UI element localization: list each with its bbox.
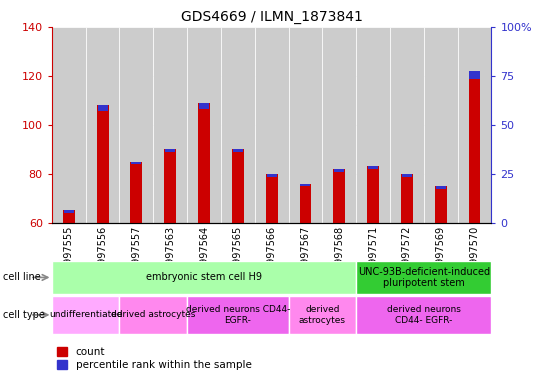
Bar — [458, 27, 491, 223]
Bar — [401, 174, 413, 223]
Bar — [436, 186, 446, 189]
Bar — [198, 103, 210, 223]
Bar — [120, 296, 187, 334]
Bar — [322, 27, 356, 223]
Text: cell type: cell type — [3, 310, 45, 320]
Title: GDS4669 / ILMN_1873841: GDS4669 / ILMN_1873841 — [181, 10, 363, 25]
Bar — [63, 210, 75, 223]
Bar — [187, 27, 221, 223]
Bar — [300, 184, 311, 187]
Text: UNC-93B-deficient-induced
pluripotent stem: UNC-93B-deficient-induced pluripotent st… — [358, 266, 490, 288]
Bar — [356, 296, 491, 334]
Bar — [132, 162, 141, 164]
Text: derived astrocytes: derived astrocytes — [111, 310, 195, 319]
Bar — [356, 261, 491, 294]
Bar — [164, 149, 176, 223]
Bar — [300, 184, 311, 223]
Bar — [64, 210, 74, 214]
Text: derived neurons
CD44- EGFR-: derived neurons CD44- EGFR- — [387, 305, 461, 324]
Bar — [255, 27, 288, 223]
Text: derived
astrocytes: derived astrocytes — [299, 305, 346, 324]
Bar — [424, 27, 458, 223]
Legend: count, percentile rank within the sample: count, percentile rank within the sample — [57, 347, 252, 370]
Bar — [266, 174, 277, 177]
Bar — [86, 27, 120, 223]
Bar — [52, 27, 86, 223]
Bar — [468, 71, 480, 223]
Bar — [288, 27, 322, 223]
Bar — [52, 296, 120, 334]
Bar — [120, 27, 153, 223]
Bar — [356, 27, 390, 223]
Bar — [470, 71, 479, 79]
Bar — [98, 105, 108, 111]
Bar — [153, 27, 187, 223]
Text: cell line: cell line — [3, 272, 40, 283]
Bar — [334, 169, 345, 172]
Bar — [334, 169, 345, 223]
Bar — [390, 27, 424, 223]
Bar — [435, 186, 447, 223]
Bar — [130, 162, 143, 223]
Bar — [233, 149, 243, 152]
Bar — [232, 149, 244, 223]
Bar — [97, 105, 109, 223]
Bar — [52, 261, 356, 294]
Bar — [187, 296, 288, 334]
Bar — [402, 174, 412, 177]
Bar — [221, 27, 255, 223]
Bar — [266, 174, 277, 223]
Text: embryonic stem cell H9: embryonic stem cell H9 — [146, 272, 262, 283]
Bar — [165, 149, 175, 152]
Bar — [199, 103, 209, 109]
Bar — [288, 296, 356, 334]
Bar — [368, 166, 378, 169]
Text: undifferentiated: undifferentiated — [49, 310, 122, 319]
Bar — [367, 166, 379, 223]
Text: derived neurons CD44-
EGFR-: derived neurons CD44- EGFR- — [186, 305, 290, 324]
